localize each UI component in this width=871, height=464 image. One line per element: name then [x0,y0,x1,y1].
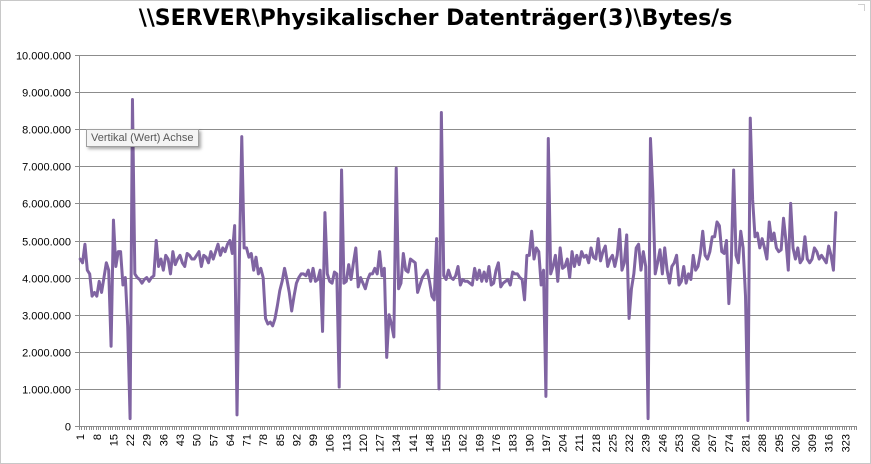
y-tick-label: 9.000.000 [22,88,71,100]
x-tick-label: 232 [624,434,636,452]
y-tick-label: 1.000.000 [22,385,71,397]
y-tick-label: 2.000.000 [22,348,71,360]
x-tick-label: 148 [424,434,436,452]
x-tick-label: 204 [558,434,570,452]
series-line-0[interactable] [78,98,838,422]
x-tick-label: 134 [391,434,403,452]
x-tick-label: 197 [541,434,553,452]
x-tick-label: 71 [242,434,254,446]
x-tick-label: 1 [75,434,87,440]
x-tick-label: 211 [574,434,586,452]
x-tick-label: 246 [657,434,669,452]
x-tick-label: 92 [291,434,303,446]
x-tick-label: 281 [741,434,753,452]
x-tick-label: 288 [757,434,769,452]
x-axis-tick-labels[interactable]: 1 8 15 22 29 36 43 50 57 64 71 78 85 92 99 106 113 120 127… [75,434,852,452]
y-tick-label: 5.000.000 [22,237,71,249]
resize-corner-mark [858,4,865,11]
x-tick-label: 64 [225,434,237,446]
y-tick-label: 10.000.000 [16,51,71,63]
x-tick-label: 113 [341,434,353,452]
x-tick-label: 295 [774,434,786,452]
x-tick-label: 169 [474,434,486,452]
x-tick-label: 260 [691,434,703,452]
x-tick-label: 176 [491,434,503,452]
x-tick-label: 141 [408,434,420,452]
x-tick-label: 302 [790,434,802,452]
x-tick-label: 155 [441,434,453,452]
x-tick-label: 274 [724,434,736,452]
x-tick-label: 309 [807,434,819,452]
chart-title[interactable]: \\SERVER\Physikalischer Datenträger(3)\B… [138,6,733,31]
x-tick-label: 323 [840,434,852,452]
x-tick-label: 8 [92,434,104,440]
x-tick-label: 85 [275,434,287,446]
y-tick-label: 6.000.000 [22,199,71,211]
y-tick-label: 4.000.000 [22,274,71,286]
y-tick-label: 3.000.000 [22,311,71,323]
x-tick-label: 162 [458,434,470,452]
x-tick-label: 127 [375,434,387,452]
y-axis-tick-labels[interactable]: 0 1.000.000 2.000.000 3.000.000 4.000.000 5.0… [16,51,71,434]
x-tick-label: 22 [125,434,137,446]
x-tick-label: 239 [641,434,653,452]
x-tick-label: 29 [142,434,154,446]
x-tick-label: 316 [824,434,836,452]
x-tick-label: 43 [175,434,187,446]
x-tick-label: 183 [508,434,520,452]
x-tick-label: 120 [358,434,370,452]
x-tick-label: 36 [158,434,170,446]
y-tick-label: 8.000.000 [22,125,71,137]
x-tick-label: 15 [108,434,120,446]
axes [75,55,857,430]
x-tick-label: 106 [325,434,337,452]
gridlines [79,55,856,390]
y-tick-label: 7.000.000 [22,162,71,174]
series-layer[interactable] [78,98,838,422]
x-tick-label: 267 [707,434,719,452]
x-tick-label: 78 [258,434,270,446]
x-tick-label: 57 [208,434,220,446]
x-tick-label: 50 [192,434,204,446]
x-tick-label: 190 [524,434,536,452]
x-tick-label: 225 [607,434,619,452]
axis-tooltip: Vertikal (Wert) Achse [86,129,199,147]
y-tick-label: 0 [65,422,71,434]
x-tick-label: 218 [591,434,603,452]
x-tick-label: 99 [308,434,320,446]
x-tick-label: 253 [674,434,686,452]
